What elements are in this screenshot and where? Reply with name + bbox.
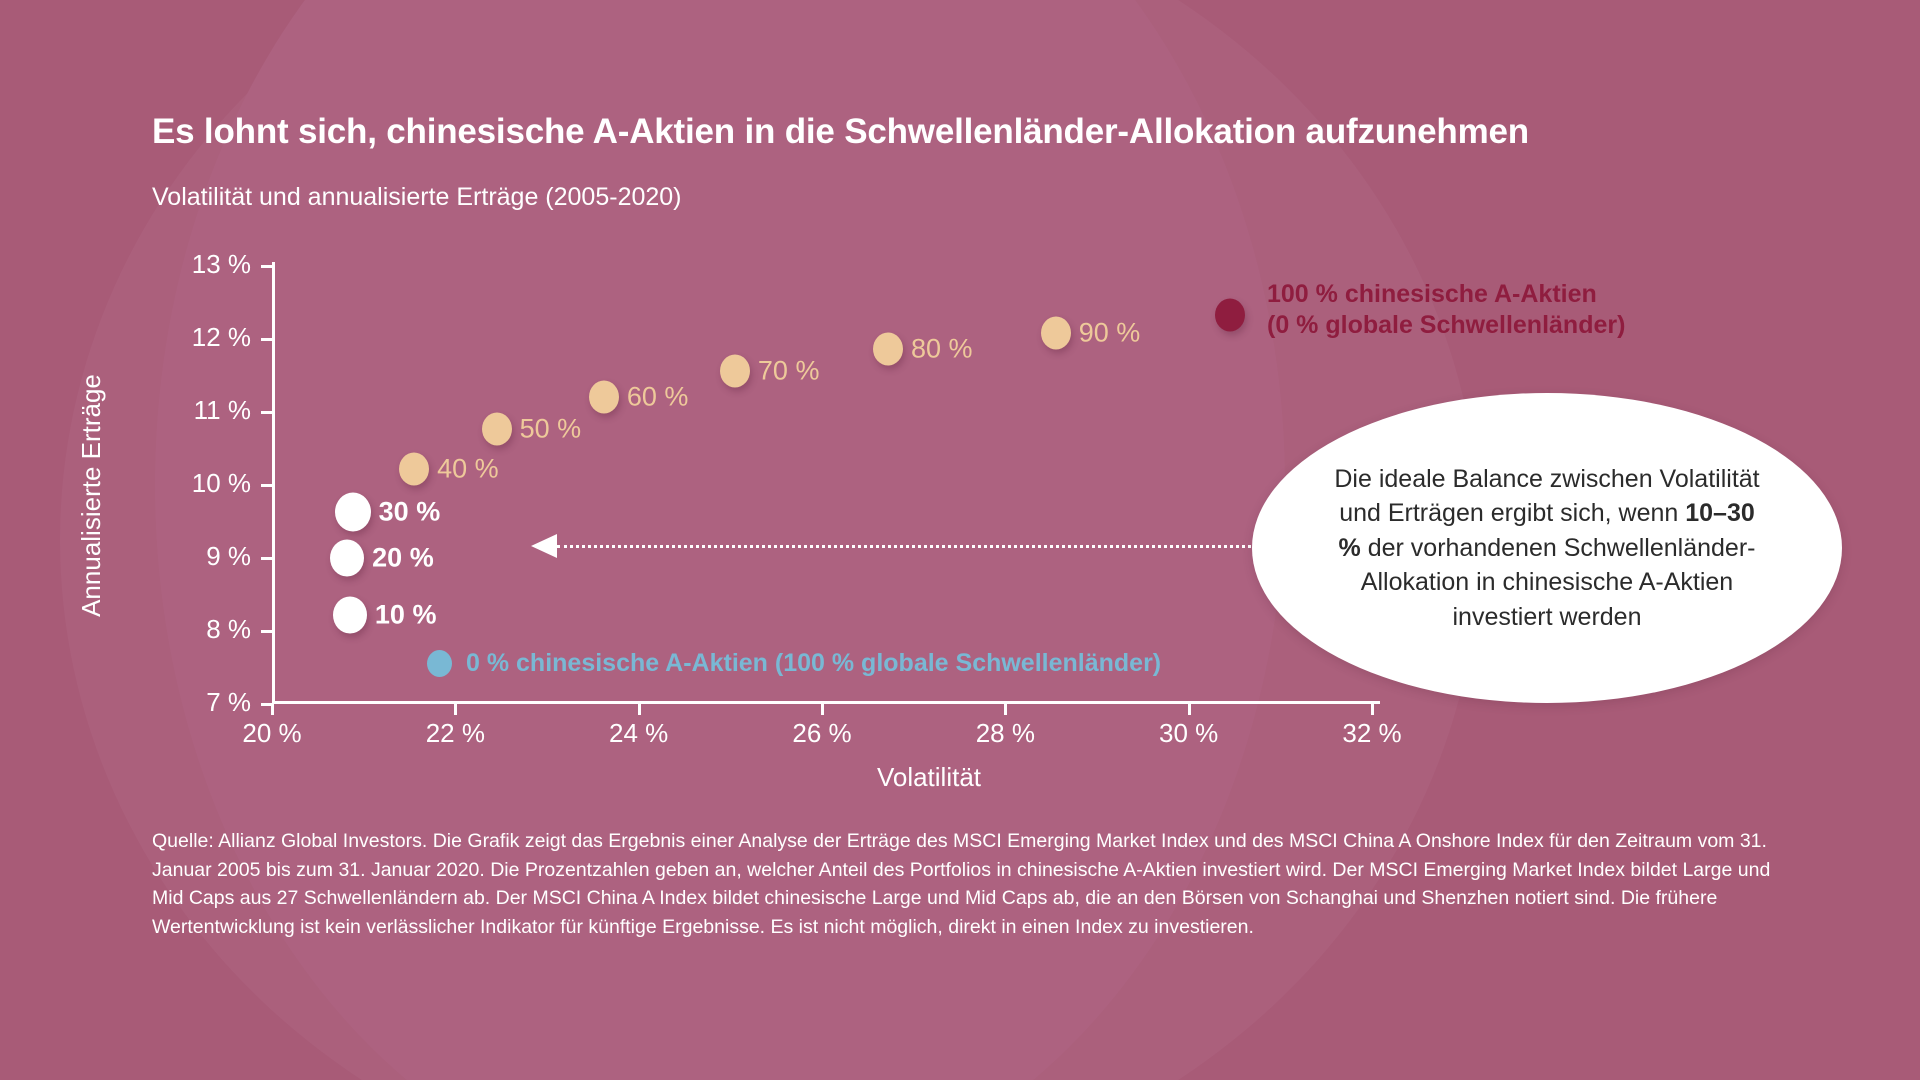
data-point-label-40-percent: 40 %	[437, 453, 499, 484]
y-axis-line	[272, 262, 275, 704]
x-tick-label: 24 %	[609, 718, 669, 748]
x-tick-mark	[637, 704, 641, 715]
annotation-100-line2: (0 % globale Schwellenländer)	[1267, 310, 1626, 339]
data-point-10-percent	[332, 596, 367, 634]
source-footnote: Quelle: Allianz Global Investors. Die Gr…	[152, 830, 1771, 938]
y-tick-mark	[261, 338, 272, 341]
y-tick-label: 11 %	[193, 395, 251, 425]
data-point-50-percent	[481, 412, 512, 446]
data-point-label-90-percent: 90 %	[1078, 317, 1141, 348]
data-point-label-20-percent: 20 %	[372, 542, 434, 573]
y-tick-label: 10 %	[191, 468, 251, 498]
x-tick-label: 22 %	[425, 718, 485, 748]
data-point-100-percent	[1214, 298, 1245, 332]
x-tick-mark	[271, 704, 274, 715]
y-tick-label: 9 %	[206, 541, 251, 571]
callout-bubble: Die ideale Balance zwischen Volatilität …	[1252, 393, 1842, 703]
annotation-100-percent: 100 % chinesische A-Aktien (0 % globale …	[1267, 279, 1625, 340]
y-tick-label: 8 %	[206, 614, 251, 644]
data-point-70-percent	[719, 354, 750, 388]
x-tick-mark	[821, 704, 824, 715]
y-tick-mark	[261, 703, 272, 706]
callout-arrow-line	[557, 545, 1257, 548]
x-axis-title: Volatilität	[0, 762, 1920, 793]
data-point-label-80-percent: 80 %	[911, 333, 973, 364]
data-point-90-percent	[1040, 316, 1071, 350]
x-tick-mark	[1187, 704, 1191, 715]
data-point-20-percent	[330, 539, 365, 577]
x-tick-label: 20 %	[242, 718, 302, 748]
y-axis-title: Annualisierte Erträge	[75, 374, 106, 617]
data-point-label-30-percent: 30 %	[378, 496, 441, 527]
callout-bubble-text: Die ideale Balance zwischen Volatilität …	[1327, 462, 1767, 635]
y-tick-mark	[261, 630, 272, 633]
x-tick-label: 26 %	[792, 718, 852, 748]
bubble-text-bold: 10–30 %	[1338, 499, 1755, 562]
x-tick-mark	[454, 704, 458, 715]
data-point-label-70-percent: 70 %	[757, 355, 820, 386]
page-subtitle: Volatilität und annualisierte Erträge (2…	[152, 183, 682, 211]
legend-blue-label: 0 % chinesische A-Aktien (100 % globale …	[466, 649, 1162, 677]
data-point-label-10-percent: 10 %	[374, 599, 437, 630]
data-point-label-60-percent: 60 %	[626, 381, 689, 412]
page-title: Es lohnt sich, chinesische A-Aktien in d…	[152, 112, 1529, 151]
x-tick-label: 32 %	[1342, 718, 1402, 748]
x-axis-line	[272, 701, 1380, 704]
data-point-40-percent	[399, 452, 430, 486]
bubble-text-before: Die ideale Balance zwischen Volatilität …	[1334, 464, 1760, 528]
x-tick-label: 28 %	[975, 718, 1035, 748]
legend-blue-dot-icon	[427, 650, 452, 677]
y-tick-label: 13 %	[191, 249, 251, 279]
y-tick-mark	[261, 484, 272, 487]
x-tick-mark	[1371, 704, 1374, 715]
callout-arrow-head-icon	[531, 534, 557, 558]
x-axis-title-text: Volatilität	[876, 762, 982, 792]
y-tick-mark	[261, 265, 272, 268]
y-tick-label: 7 %	[206, 687, 251, 717]
annotation-100-line1: 100 % chinesische A-Aktien	[1267, 280, 1597, 308]
y-tick-mark	[261, 411, 272, 414]
data-point-30-percent	[334, 492, 371, 532]
y-tick-label: 12 %	[191, 322, 251, 352]
data-point-80-percent	[873, 332, 903, 366]
x-tick-mark	[1004, 704, 1008, 715]
data-point-60-percent	[588, 380, 619, 414]
x-tick-label: 30 %	[1159, 718, 1219, 748]
data-point-label-50-percent: 50 %	[519, 413, 582, 444]
bubble-text-after: der vorhandenen Schwellenländer-Allokati…	[1360, 533, 1756, 631]
y-tick-mark	[261, 557, 272, 560]
